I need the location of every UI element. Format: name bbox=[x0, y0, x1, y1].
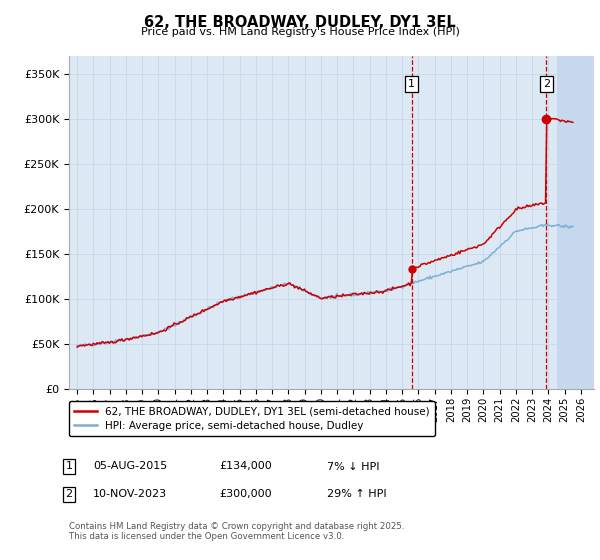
Text: 05-AUG-2015: 05-AUG-2015 bbox=[93, 461, 167, 472]
Text: 62, THE BROADWAY, DUDLEY, DY1 3EL: 62, THE BROADWAY, DUDLEY, DY1 3EL bbox=[144, 15, 456, 30]
Text: 2: 2 bbox=[65, 489, 73, 500]
Text: Price paid vs. HM Land Registry's House Price Index (HPI): Price paid vs. HM Land Registry's House … bbox=[140, 27, 460, 37]
Text: 1: 1 bbox=[65, 461, 73, 472]
Text: 7% ↓ HPI: 7% ↓ HPI bbox=[327, 461, 380, 472]
Text: 29% ↑ HPI: 29% ↑ HPI bbox=[327, 489, 386, 500]
Text: 1: 1 bbox=[408, 80, 415, 90]
Text: 10-NOV-2023: 10-NOV-2023 bbox=[93, 489, 167, 500]
Legend: 62, THE BROADWAY, DUDLEY, DY1 3EL (semi-detached house), HPI: Average price, sem: 62, THE BROADWAY, DUDLEY, DY1 3EL (semi-… bbox=[69, 402, 435, 436]
Text: 2: 2 bbox=[542, 80, 550, 90]
Text: £300,000: £300,000 bbox=[219, 489, 272, 500]
Bar bbox=[557, 56, 594, 389]
Text: £134,000: £134,000 bbox=[219, 461, 272, 472]
Text: Contains HM Land Registry data © Crown copyright and database right 2025.
This d: Contains HM Land Registry data © Crown c… bbox=[69, 522, 404, 542]
